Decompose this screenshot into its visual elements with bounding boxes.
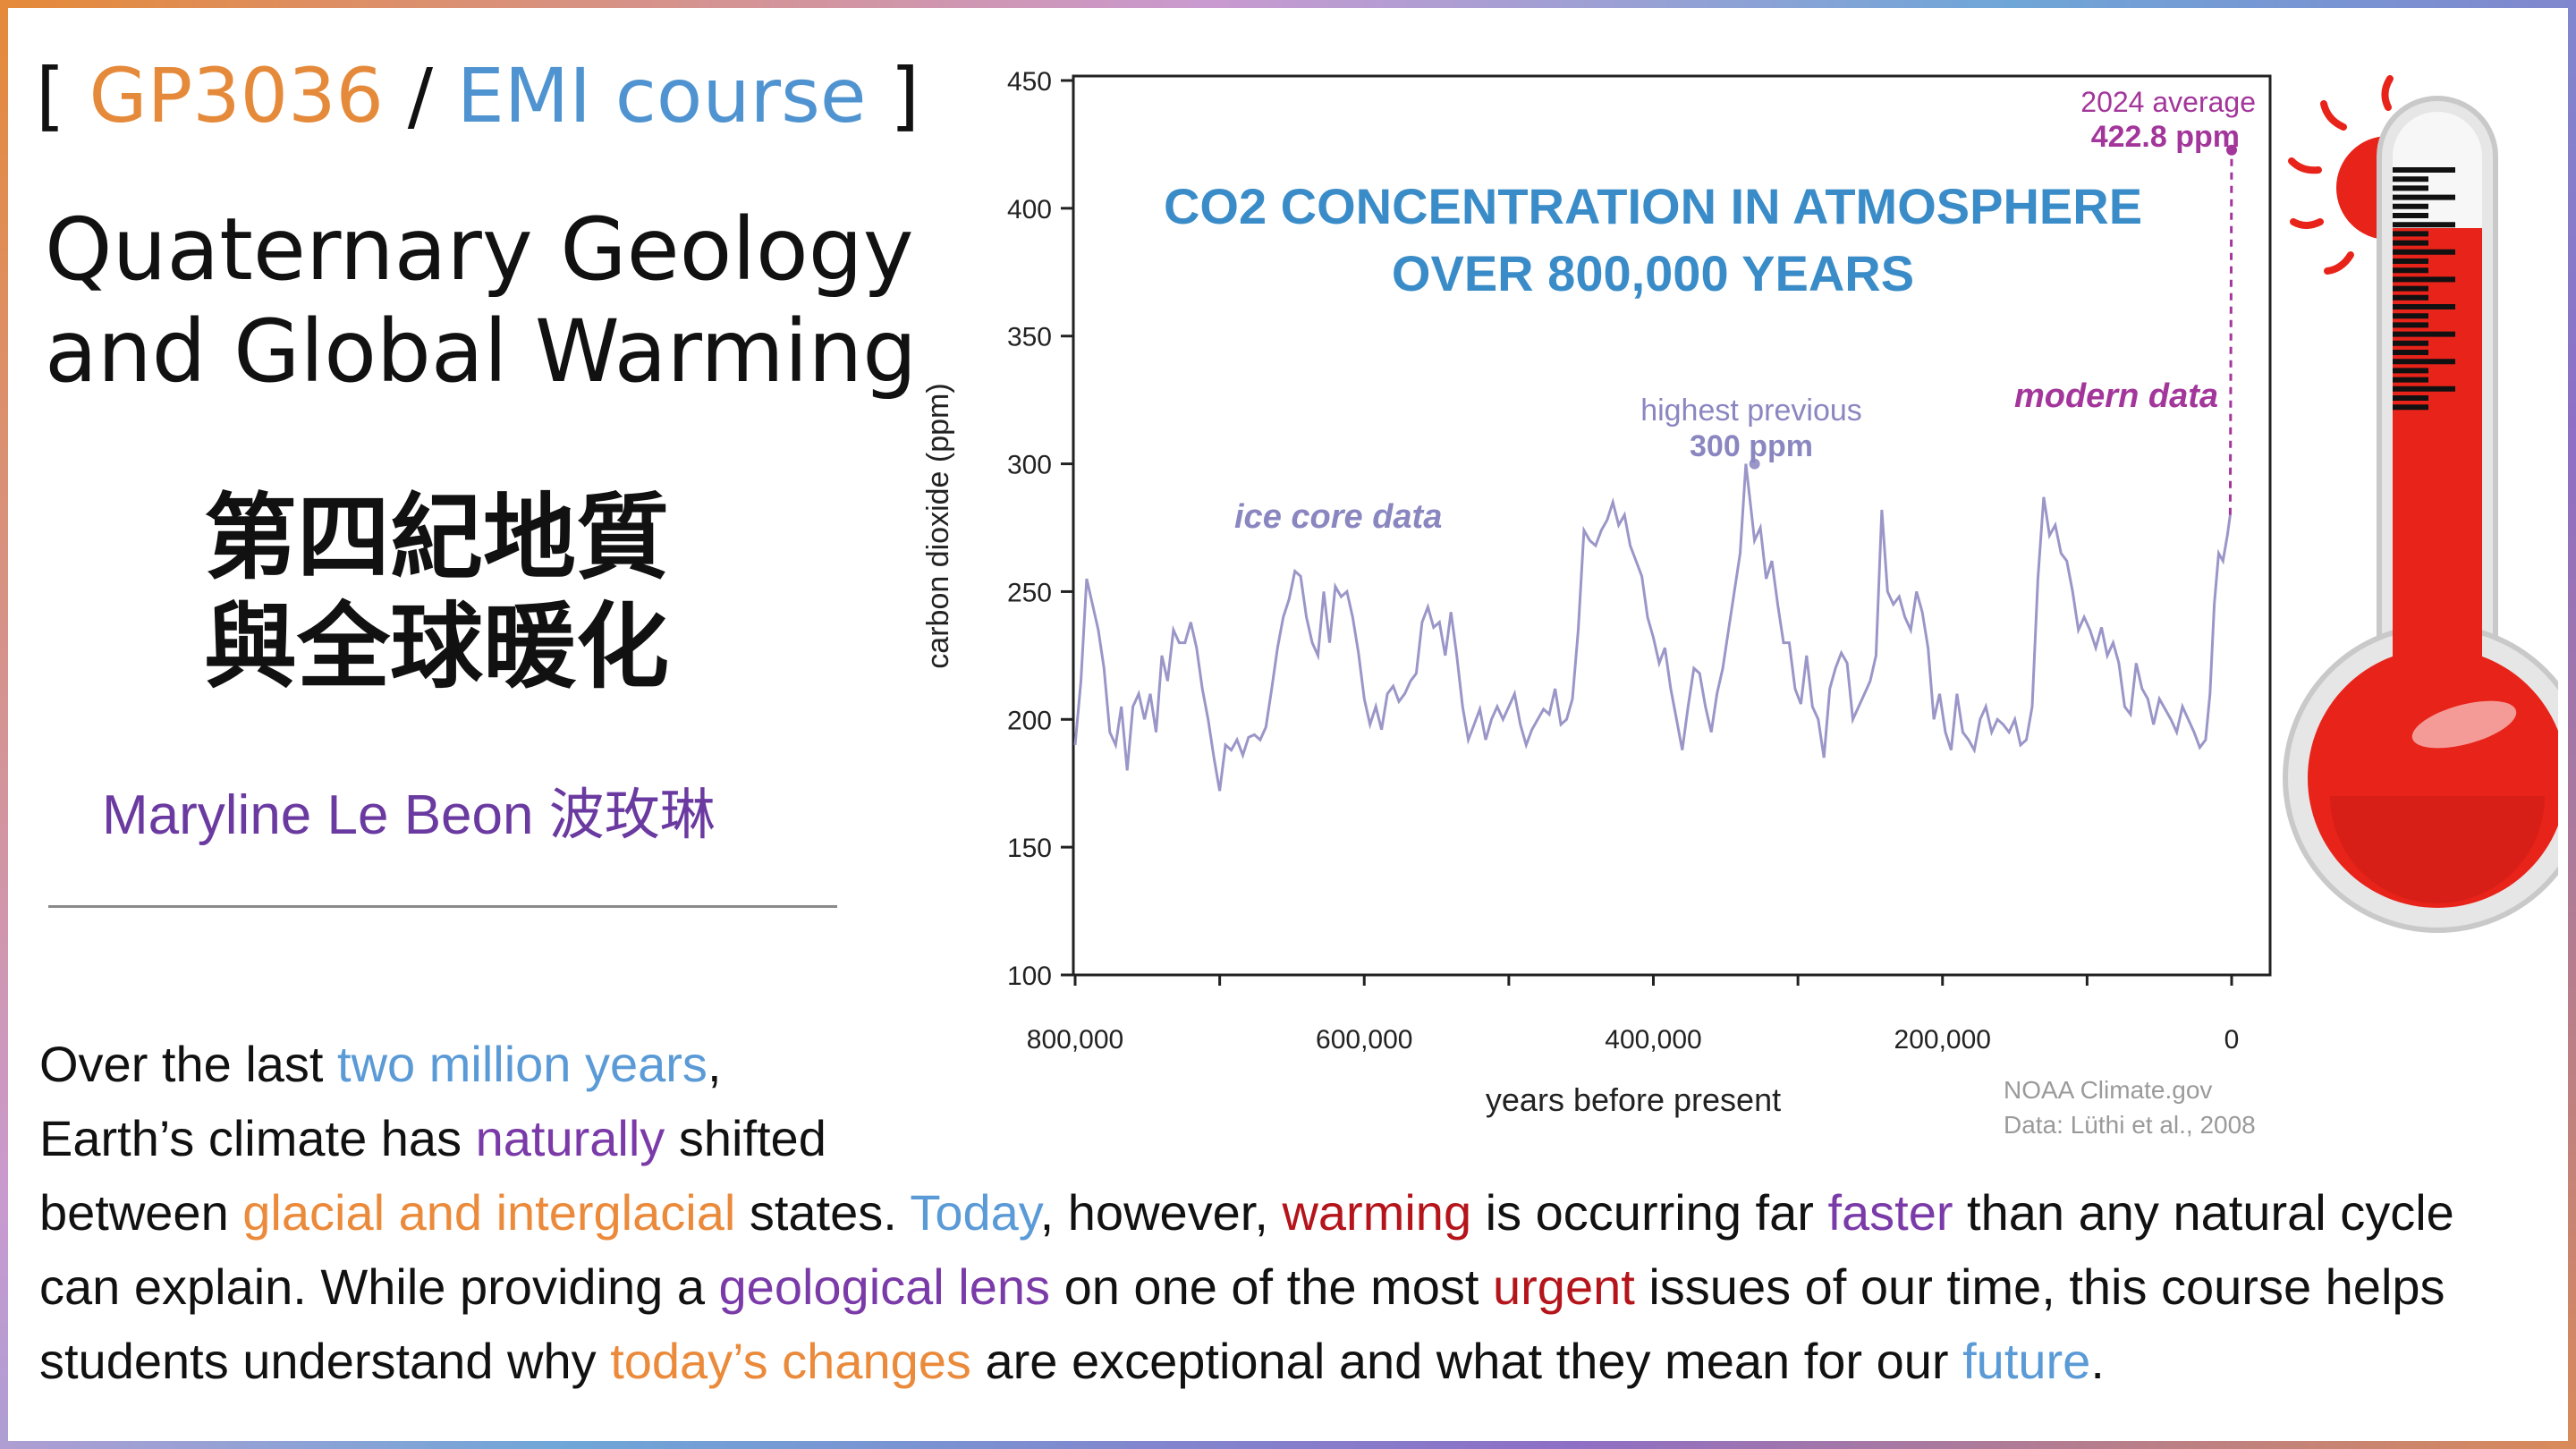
course-description: Over the last two million years, Earth’s…: [39, 1027, 2544, 1398]
highest-previous-point: [1749, 458, 1760, 470]
credit-source: NOAA Climate.gov: [2004, 1076, 2212, 1104]
y-tick-label: 400: [1007, 195, 1052, 225]
course-title-chinese: 第四紀地質 與全球暖化: [204, 483, 669, 701]
x-tick-label: 400,000: [1605, 1025, 1701, 1055]
co2-chart: 100 150 200 250 300 350 400 450 800,000 600,000 4…: [921, 67, 2272, 1139]
highest-previous-label: highest previous: [1640, 394, 1862, 428]
current-average-value: 422.8 ppm: [2091, 120, 2240, 154]
title-en-line-2: and Global Warming: [45, 301, 918, 402]
description-line-2: Earth’s climate has naturally shifted: [39, 1110, 826, 1166]
x-tick-label: 600,000: [1316, 1025, 1412, 1055]
title-zh-line-1: 第四紀地質: [204, 483, 670, 592]
x-axis: 800,000 600,000 400,000 200,000 0: [1027, 975, 2240, 1055]
current-average-label: 2024 average: [2080, 86, 2256, 118]
x-axis-label: years before present: [1486, 1081, 1781, 1118]
bracket-open: [: [36, 52, 89, 140]
y-tick-label: 200: [1007, 706, 1052, 735]
credit-data: Data: Lüthi et al., 2008: [2004, 1111, 2256, 1139]
thermometer-icon: [2283, 75, 2558, 933]
chart-plot-area: [1072, 74, 2272, 977]
ice-core-annotation: ice core data: [1234, 498, 1442, 536]
author-name: Maryline Le Beon 波玫琳: [102, 784, 716, 846]
y-tick-label: 250: [1007, 578, 1052, 607]
co2-series-line: [1073, 463, 2232, 792]
title-en-line-1: Quaternary Geology: [45, 199, 914, 300]
highest-previous-value: 300 ppm: [1690, 429, 1813, 463]
y-axis: 100 150 200 250 300 350 400 450: [1007, 67, 1073, 991]
emi-course-label: EMI course: [456, 52, 867, 140]
description-line-1: Over the last two million years,: [39, 1036, 722, 1092]
course-title-english: Quaternary Geology and Global Warming: [45, 199, 917, 402]
current-average-point: [2226, 144, 2237, 156]
y-axis-label: carbon dioxide (ppm): [921, 383, 955, 668]
description-line-4: can explain. While providing a geologica…: [39, 1258, 2445, 1315]
description-line-3: between glacial and interglacial states.…: [39, 1184, 2454, 1241]
y-tick-label: 300: [1007, 451, 1052, 480]
title-zh-line-2: 與全球暖化: [204, 592, 670, 701]
y-tick-label: 450: [1007, 67, 1052, 97]
y-tick-label: 100: [1007, 962, 1052, 991]
x-tick-label: 200,000: [1894, 1025, 1991, 1055]
bracket-close: ]: [866, 52, 920, 140]
course-separator: /: [384, 52, 457, 140]
chart-title-line-2: OVER 800,000 YEARS: [1392, 245, 1914, 301]
x-tick-label: 800,000: [1027, 1025, 1123, 1055]
x-tick-label: 0: [2224, 1025, 2240, 1055]
y-tick-label: 350: [1007, 323, 1052, 352]
description-line-5: students understand why today’s changes …: [39, 1333, 2105, 1389]
course-code: GP3036: [89, 52, 385, 140]
divider-line: [48, 905, 837, 908]
course-code-heading: [ GP3036 / EMI course ]: [36, 52, 919, 140]
chart-title-line-1: CO2 CONCENTRATION IN ATMOSPHERE: [1164, 178, 2142, 234]
modern-data-annotation: modern data: [2014, 377, 2218, 415]
y-tick-label: 150: [1007, 834, 1052, 863]
